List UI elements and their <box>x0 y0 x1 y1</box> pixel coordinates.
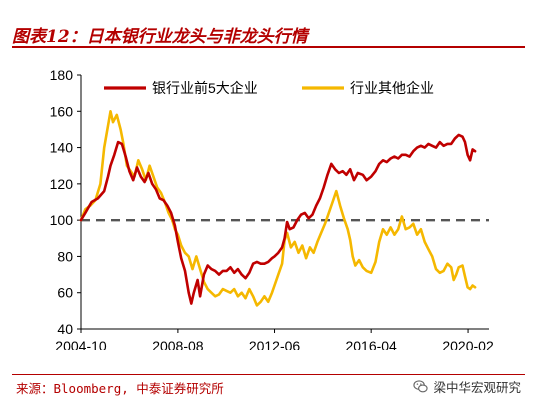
source-note: 来源：Bloomberg, 中泰证券研究所 <box>16 381 224 396</box>
wechat-icon <box>413 379 429 392</box>
x-tick-label: 2008-08 <box>152 338 204 350</box>
y-tick-label: 120 <box>50 176 74 192</box>
watermark: 梁中华宏观研究 <box>413 374 521 398</box>
x-tick-label: 2020-02 <box>442 338 494 350</box>
series-line-other-banks <box>79 110 477 307</box>
chart-legend: 银行业前5大企业 行业其他企业 <box>104 80 434 96</box>
y-tick-label: 180 <box>50 67 74 83</box>
y-tick-label: 80 <box>57 248 73 264</box>
y-tick-label: 140 <box>50 140 74 156</box>
x-tick-label: 2012-06 <box>249 338 301 350</box>
legend-label: 行业其他企业 <box>350 80 434 96</box>
footer-divider <box>12 374 525 375</box>
y-tick-label: 40 <box>57 321 73 337</box>
x-tick-label: 2004-10 <box>55 338 107 350</box>
y-tick-label: 100 <box>50 212 74 228</box>
y-tick-label: 60 <box>57 285 73 301</box>
legend-label: 银行业前5大企业 <box>152 80 258 96</box>
plot-area <box>79 110 489 307</box>
figure-title: 图表12：日本银行业龙头与非龙头行情 <box>12 27 308 47</box>
line-chart: 40 60 80 100 120 140 160 180 2004-10 2008-08 2012-… <box>50 67 494 350</box>
y-tick-label: 160 <box>50 103 74 119</box>
series-line-top5-banks <box>79 133 477 305</box>
watermark-text: 梁中华宏观研究 <box>433 379 521 395</box>
chart-axes: 40 60 80 100 120 140 160 180 2004-10 2008-08 2012-… <box>50 67 494 350</box>
x-tick-label: 2016-04 <box>345 338 397 350</box>
title-divider <box>12 46 525 48</box>
